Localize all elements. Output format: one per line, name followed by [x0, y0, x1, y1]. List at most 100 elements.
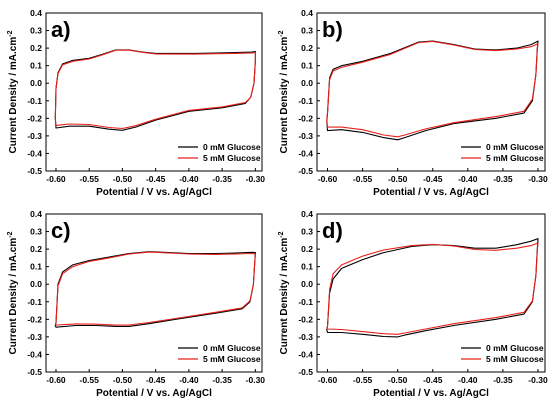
y-tick-label: -0.2: [27, 113, 42, 123]
plot-frame: [316, 12, 546, 172]
x-tick-label: -0.55: [80, 174, 100, 184]
y-tick-label: -0.3: [298, 131, 313, 141]
cv-panel-d: -0.5 -0.4 -0.3 -0.2 -0.1 0.0 0.1 0.2 0.3 0.4 -0.60…: [278, 209, 548, 399]
y-tick-label: 0.3: [301, 227, 313, 237]
y-tick-label: 0.0: [30, 78, 42, 88]
legend-label: 0 mM Glucose: [486, 343, 544, 353]
panel-label: a): [51, 17, 71, 42]
cv-curve-5mm: [54, 49, 256, 130]
y-tick-label: 0.2: [30, 43, 42, 53]
cv-curve-0mm: [54, 49, 256, 131]
plot-frame: [45, 213, 263, 373]
x-tick-label: -0.45: [146, 174, 166, 184]
y-tick-label: 0.3: [30, 227, 42, 237]
x-tick-label: -0.55: [80, 375, 100, 385]
y-tick-label: -0.3: [27, 131, 42, 141]
x-axis-title: Potential / V vs. Ag/AgCl: [96, 388, 212, 399]
x-tick-label: -0.35: [212, 375, 232, 385]
x-tick-label: -0.45: [423, 174, 443, 184]
y-tick-label: 0.3: [301, 26, 313, 36]
x-axis-title: Potential / V vs. Ag/AgCl: [373, 388, 489, 399]
x-tick-label: -0.40: [458, 174, 478, 184]
y-tick-label: -0.5: [298, 166, 313, 176]
x-tick-label: -0.55: [353, 375, 373, 385]
y-tick-label: 0.0: [30, 279, 42, 289]
y-tick-label: -0.2: [298, 314, 313, 324]
y-tick-label: -0.5: [27, 166, 42, 176]
legend-label: 5 mM Glucose: [203, 153, 261, 163]
plot-frame: [316, 213, 546, 373]
x-tick-label: -0.50: [388, 375, 408, 385]
x-tick-label: -0.30: [528, 375, 548, 385]
y-tick-label: 0.2: [301, 43, 313, 53]
y-axis-title: Current Density / mA.cm-2: [278, 231, 290, 354]
y-tick-label: 0.1: [301, 262, 313, 272]
x-tick-label: -0.55: [353, 174, 373, 184]
y-tick-label: -0.4: [298, 148, 313, 158]
x-tick-label: -0.35: [493, 375, 513, 385]
legend-label: 0 mM Glucose: [203, 343, 261, 353]
panel-label: d): [322, 218, 343, 243]
x-tick-label: -0.35: [493, 174, 513, 184]
legend-label: 5 mM Glucose: [486, 354, 544, 364]
x-tick-label: -0.60: [46, 375, 66, 385]
cv-panel-c: -0.5 -0.4 -0.3 -0.2 -0.1 0.0 0.1 0.2 0.3 0.4 -0.60…: [7, 209, 265, 399]
y-axis-title: Current Density / mA.cm-2: [7, 231, 19, 354]
y-tick-label: 0.4: [301, 209, 313, 219]
cv-panel-a: -0.5 -0.4 -0.3 -0.2 -0.1 0.0 0.1 0.2 0.3 0.4 -0.60…: [7, 8, 265, 198]
x-tick-label: -0.50: [113, 174, 133, 184]
y-tick-label: -0.1: [298, 297, 313, 307]
y-tick-label: -0.1: [27, 297, 42, 307]
plot-frame: [45, 12, 263, 172]
y-tick-label: 0.4: [301, 8, 313, 18]
cv-curve-5mm: [54, 251, 256, 326]
y-tick-label: 0.1: [30, 61, 42, 71]
legend-label: 5 mM Glucose: [486, 153, 544, 163]
y-tick-label: -0.4: [298, 349, 313, 359]
y-tick-label: -0.5: [298, 367, 313, 377]
y-tick-label: 0.2: [301, 244, 313, 254]
x-axis-title: Potential / V vs. Ag/AgCl: [373, 187, 489, 198]
x-tick-label: -0.45: [423, 375, 443, 385]
panel-label: b): [322, 17, 343, 42]
x-tick-label: -0.30: [246, 174, 266, 184]
y-tick-label: 0.1: [301, 61, 313, 71]
y-tick-label: 0.1: [30, 262, 42, 272]
y-tick-label: -0.2: [298, 113, 313, 123]
x-tick-label: -0.60: [46, 174, 66, 184]
x-tick-label: -0.50: [113, 375, 133, 385]
y-tick-label: 0.2: [30, 244, 42, 254]
y-tick-label: -0.1: [27, 96, 42, 106]
cv-curve-0mm: [326, 238, 539, 338]
legend-label: 0 mM Glucose: [203, 142, 261, 152]
cv-curve-5mm: [326, 40, 539, 138]
legend-label: 5 mM Glucose: [203, 354, 261, 364]
y-tick-label: 0.4: [30, 209, 42, 219]
y-tick-label: -0.4: [27, 148, 42, 158]
y-tick-label: -0.3: [27, 332, 42, 342]
y-tick-label: -0.4: [27, 349, 42, 359]
x-tick-label: -0.40: [179, 174, 199, 184]
x-tick-label: -0.30: [246, 375, 266, 385]
x-tick-label: -0.50: [388, 174, 408, 184]
panel-label: c): [51, 218, 71, 243]
x-tick-label: -0.40: [179, 375, 199, 385]
y-tick-label: 0.0: [301, 279, 313, 289]
y-axis-title: Current Density / mA.cm-2: [278, 30, 290, 153]
x-tick-label: -0.35: [212, 174, 232, 184]
cv-curve-5mm: [326, 242, 539, 335]
y-tick-label: 0.4: [30, 8, 42, 18]
y-tick-label: -0.5: [27, 367, 42, 377]
cv-curve-0mm: [326, 40, 539, 141]
y-tick-label: -0.2: [27, 314, 42, 324]
cv-panel-b: -0.5 -0.4 -0.3 -0.2 -0.1 0.0 0.1 0.2 0.3 0.4 -0.60…: [278, 8, 548, 198]
x-tick-label: -0.60: [318, 174, 338, 184]
x-axis-title: Potential / V vs. Ag/AgCl: [96, 187, 212, 198]
y-tick-label: 0.3: [30, 26, 42, 36]
x-tick-label: -0.30: [528, 174, 548, 184]
x-tick-label: -0.45: [146, 375, 166, 385]
y-axis-title: Current Density / mA.cm-2: [7, 30, 19, 153]
x-tick-label: -0.60: [318, 375, 338, 385]
y-tick-label: -0.1: [298, 96, 313, 106]
